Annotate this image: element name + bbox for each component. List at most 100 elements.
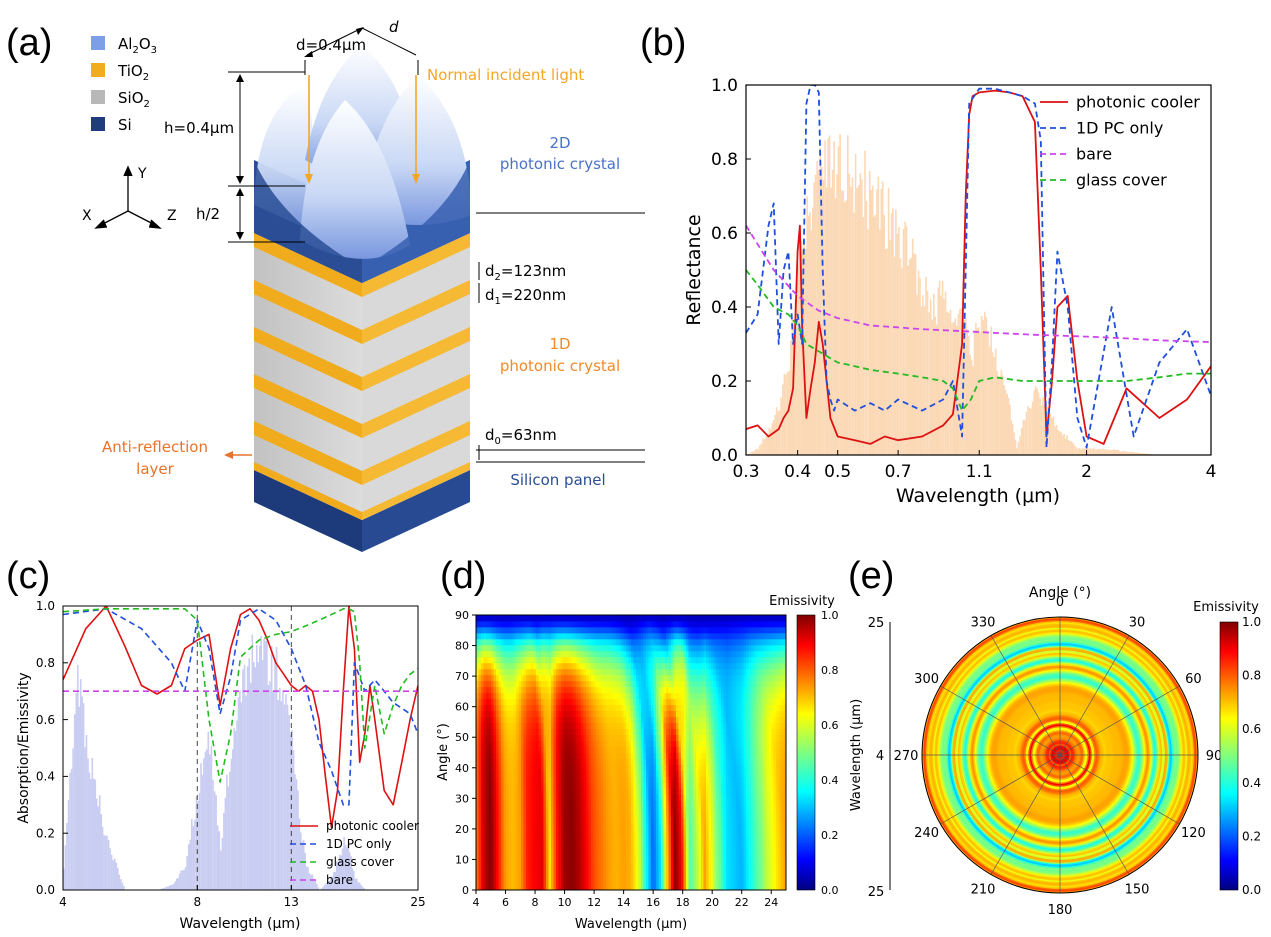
d-heatmap-cell: [576, 758, 579, 765]
d-heatmap-cell: [538, 788, 542, 795]
d-heatmap-cell: [626, 644, 629, 652]
d-heatmap-cell: [546, 782, 549, 789]
d-heatmap-cell: [573, 746, 577, 753]
c-spectrum-bar: [171, 884, 173, 890]
d-heatmap-cell: [571, 878, 574, 885]
d-heatmap-cell: [503, 740, 507, 747]
d-heatmap-cell: [501, 722, 504, 729]
d-heatmap-cell: [573, 668, 577, 676]
d-heatmap-cell: [541, 668, 544, 676]
d-heatmap-cell: [581, 740, 584, 747]
d-heatmap-cell: [508, 836, 512, 843]
d-heatmap-cell: [611, 752, 614, 759]
d-heatmap-cell: [521, 698, 524, 706]
d-heatmap-cell: [648, 615, 652, 622]
b-spectrum-bar: [837, 146, 840, 455]
d-heatmap-cell: [593, 812, 597, 819]
d-heatmap-cell: [531, 860, 534, 867]
d-heatmap-cell: [626, 836, 629, 843]
c-spectrum-bar: [253, 662, 255, 890]
d-heatmap-cell: [628, 794, 632, 801]
d-heatmap-cell: [678, 746, 682, 753]
d-heatmap-cell: [553, 632, 557, 640]
legend-label-al2o3: Al2O3: [118, 35, 157, 56]
d-heatmap-cell: [636, 632, 639, 640]
d-heatmap-cell: [576, 740, 579, 747]
d-heatmap-cell: [651, 722, 654, 729]
b-series-bare: [746, 225, 1211, 343]
d-heatmap-cell: [618, 776, 622, 783]
d-heatmap-cell: [611, 758, 614, 765]
d-heatmap-cell: [618, 770, 622, 777]
d-heatmap-cell: [511, 716, 514, 724]
d-heatmap-cell: [618, 680, 622, 688]
d-heatmap-cell: [668, 800, 672, 807]
d-heatmap-cell: [541, 686, 544, 694]
d-heatmap-cell: [543, 668, 547, 676]
d-heatmap-cell: [646, 620, 649, 628]
d-heatmap-cell: [541, 662, 544, 670]
d-heatmap-cell: [706, 704, 709, 712]
d-heatmap-cell: [681, 716, 684, 724]
d-heatmap-cell: [508, 884, 512, 890]
d-heatmap-cell: [698, 680, 702, 688]
d-heatmap-cell: [563, 680, 567, 688]
d-heatmap-cell: [506, 878, 509, 885]
d-heatmap-cell: [671, 860, 674, 867]
d-heatmap-cell: [593, 752, 597, 759]
d-heatmap-cell: [608, 662, 612, 670]
d-heatmap-cell: [573, 632, 577, 640]
d-heatmap-cell: [686, 656, 689, 664]
d-heatmap-cell: [568, 776, 572, 783]
b-spectrum-bar: [839, 134, 841, 455]
d-heatmap-cell: [563, 884, 567, 890]
d-heatmap-cell: [633, 728, 637, 735]
d-heatmap-cell: [586, 854, 589, 861]
d-heatmap-cell: [583, 674, 587, 682]
d-heatmap-cell: [663, 824, 667, 831]
d-heatmap-cell: [621, 704, 624, 712]
d-heatmap-cell: [508, 710, 512, 718]
d-heatmap-cell: [646, 758, 649, 765]
d-heatmap-cell: [653, 848, 657, 855]
d-heatmap-cell: [566, 788, 569, 795]
d-heatmap-cell: [668, 884, 672, 890]
d-heatmap-cell: [673, 656, 677, 664]
d-heatmap-cell: [671, 806, 674, 813]
d-heatmap-cell: [571, 752, 574, 759]
d-heatmap-cell: [636, 716, 639, 724]
d-heatmap-cell: [528, 692, 532, 700]
d-heatmap-cell: [633, 800, 637, 807]
d-heatmap-cell: [488, 866, 492, 873]
d-heatmap-cell: [543, 884, 547, 890]
d-heatmap-cell: [648, 776, 652, 783]
d-heatmap-cell: [641, 740, 644, 747]
d-heatmap-cell: [493, 638, 497, 646]
panel-label-c: (c): [6, 555, 51, 597]
d-heatmap-cell: [678, 692, 682, 700]
d-heatmap-cell: [698, 752, 702, 759]
d-heatmap-cell: [601, 692, 604, 700]
c-spectrum-bar: [100, 814, 102, 890]
d-heatmap-cell: [623, 656, 627, 664]
d-heatmap-cell: [683, 728, 687, 735]
d-heatmap-cell: [603, 878, 607, 885]
d-heatmap-cell: [616, 866, 619, 873]
b-spectrum-bar: [1064, 438, 1067, 455]
d-heatmap-cell: [631, 860, 634, 867]
d-heatmap-cell: [638, 650, 642, 658]
d-heatmap-cell: [613, 794, 617, 801]
d-heatmap-cell: [643, 698, 647, 706]
d-heatmap-cell: [673, 794, 677, 801]
d-heatmap-cell: [491, 662, 494, 670]
b-spectrum-bar: [1013, 432, 1015, 455]
d-heatmap-cell: [581, 668, 584, 676]
d-heatmap-cell: [598, 878, 602, 885]
d-heatmap-cell: [638, 860, 642, 867]
d-heatmap-cell: [593, 656, 597, 664]
d-heatmap-cell: [526, 764, 529, 771]
d-heatmap-cell: [523, 692, 527, 700]
d-heatmap-cell: [581, 710, 584, 718]
b-spectrum-bar: [916, 294, 918, 455]
d-heatmap-cell: [651, 758, 654, 765]
